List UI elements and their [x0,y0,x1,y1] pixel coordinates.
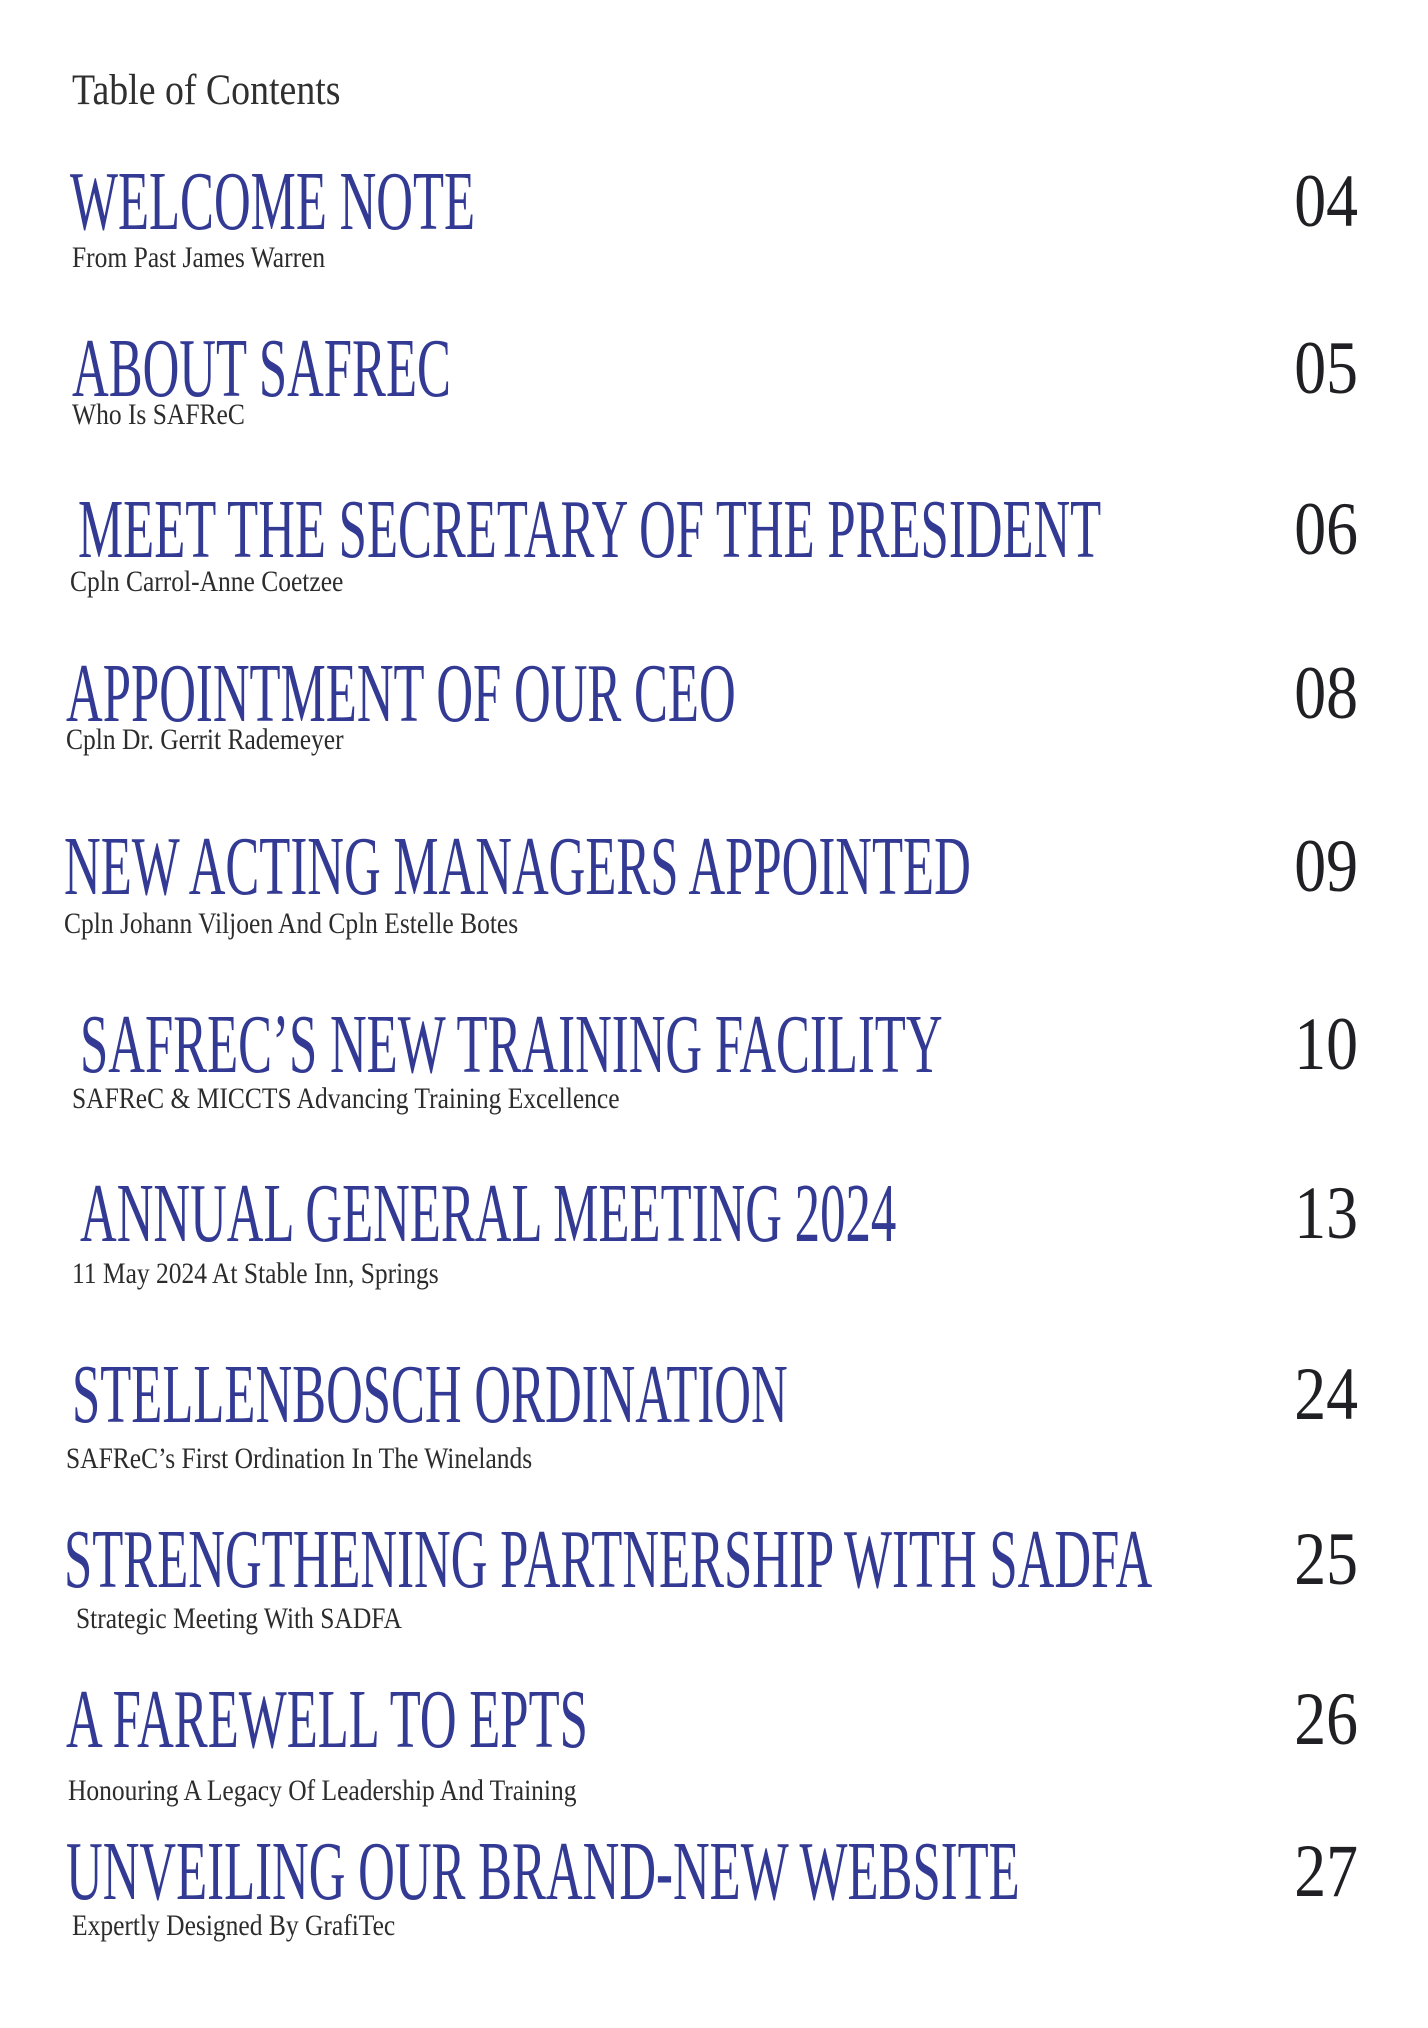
toc-entry: SAFREC’S NEW TRAINING FACILITY 10 SAFReC… [0,1003,1428,1114]
toc-entry-title: APPOINTMENT OF OUR CEO [66,647,736,740]
toc-entry-page-number: 13 [1294,1172,1358,1255]
toc-entry-title: STRENGTHENING PARTNERSHIP WITH SADFA [64,1513,1153,1606]
toc-entry-title: ABOUT SAFREC [72,322,451,415]
toc-entry-title: WELCOME NOTE [70,155,476,248]
toc-entry-page-number: 04 [1294,160,1358,243]
toc-entry-page-number: 25 [1294,1518,1358,1601]
toc-entry-page-number: 24 [1294,1353,1358,1436]
toc-entry-subtitle: SAFReC’s First Ordination In The Winelan… [66,1442,533,1475]
toc-entry: NEW ACTING MANAGERS APPOINTED 09 Cpln Jo… [0,825,1428,939]
toc-entry-page-number: 05 [1294,327,1358,410]
toc-entry: WELCOME NOTE 04 From Past James Warren [0,160,1428,273]
toc-entry-title: SAFREC’S NEW TRAINING FACILITY [80,998,943,1091]
toc-entry-subtitle: Cpln Carrol-Anne Coetzee [70,565,344,598]
toc-entry-page-number: 26 [1294,1678,1358,1761]
toc-entry: UNVEILING OUR BRAND-NEW WEBSITE 27 Exper… [0,1830,1428,1941]
toc-entry: STRENGTHENING PARTNERSHIP WITH SADFA 25 … [0,1518,1428,1634]
toc-entry-subtitle: Cpln Dr. Gerrit Rademeyer [66,723,344,756]
toc-entry-subtitle: 11 May 2024 At Stable Inn, Springs [72,1257,439,1290]
toc-entry: A FAREWELL TO EPTS 26 Honouring A Legacy… [0,1678,1428,1806]
toc-entry-title: STELLENBOSCH ORDINATION [72,1348,788,1441]
toc-entry: ABOUT SAFREC 05 Who Is SAFReC [0,327,1428,430]
toc-entry-page-number: 06 [1294,488,1358,571]
toc-entry: ANNUAL GENERAL MEETING 2024 13 11 May 20… [0,1172,1428,1289]
toc-entry-subtitle: From Past James Warren [72,241,326,274]
toc-entry: MEET THE SECRETARY OF THE PRESIDENT 06 C… [0,488,1428,597]
toc-entry-title: ANNUAL GENERAL MEETING 2024 [80,1167,897,1260]
page-title: Table of Contents [72,67,341,114]
toc-entry-page-number: 08 [1294,652,1358,735]
toc-entry: STELLENBOSCH ORDINATION 24 SAFReC’s Firs… [0,1353,1428,1474]
toc-entry-subtitle: Strategic Meeting With SADFA [76,1602,402,1635]
toc-entry-page-number: 09 [1294,825,1358,908]
toc-entry-subtitle: Honouring A Legacy Of Leadership And Tra… [68,1774,577,1807]
toc-entry-subtitle: SAFReC & MICCTS Advancing Training Excel… [72,1082,620,1115]
toc-entry-title: UNVEILING OUR BRAND-NEW WEBSITE [66,1825,1020,1918]
toc-entry: APPOINTMENT OF OUR CEO 08 Cpln Dr. Gerri… [0,652,1428,755]
toc-entry-title: A FAREWELL TO EPTS [66,1673,588,1766]
toc-entry-subtitle: Who Is SAFReC [72,398,245,431]
toc-entry-title: MEET THE SECRETARY OF THE PRESIDENT [78,483,1102,576]
toc-entry-title: NEW ACTING MANAGERS APPOINTED [64,820,971,913]
toc-entry-subtitle: Cpln Johann Viljoen And Cpln Estelle Bot… [64,907,519,940]
toc-entry-subtitle: Expertly Designed By GrafiTec [72,1909,396,1942]
toc-entry-page-number: 10 [1294,1003,1358,1086]
toc-entry-page-number: 27 [1294,1830,1358,1913]
